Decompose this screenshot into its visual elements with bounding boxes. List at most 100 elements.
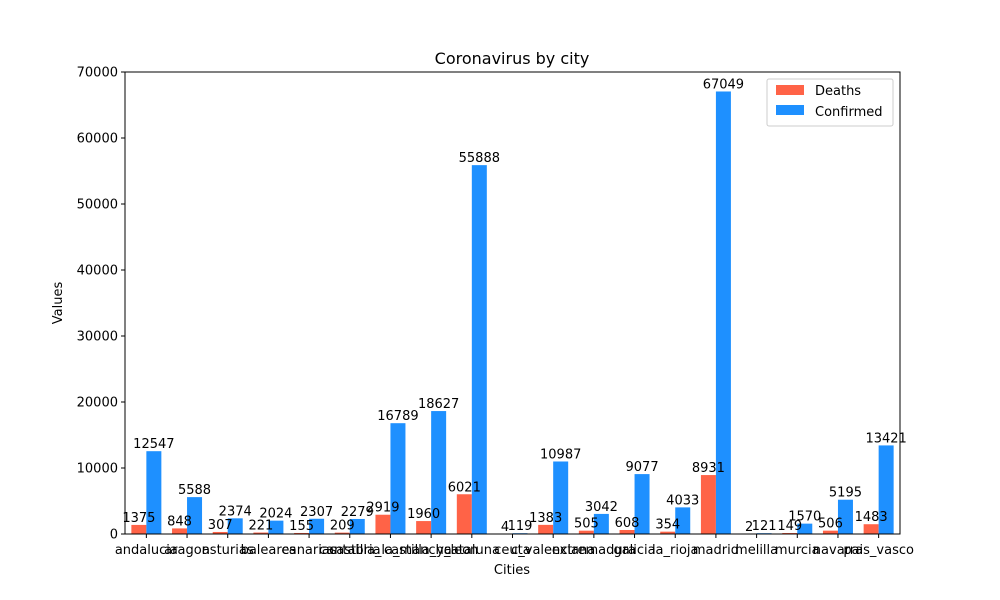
bar-confirmed-baleares [268, 520, 284, 534]
x-tick-label-cantabria: cantabria [319, 543, 381, 558]
y-axis-label: Values [51, 282, 66, 325]
data-label-deaths-extremadura: 505 [574, 517, 599, 532]
data-label-confirmed-castilla_y_leon: 18627 [418, 397, 459, 412]
bar-confirmed-navarra [837, 499, 853, 534]
y-tick-label: 70000 [77, 66, 118, 81]
data-label-confirmed-extremadura: 3042 [585, 500, 618, 515]
bar-confirmed-cantabria [349, 518, 365, 534]
bar-deaths-canarias [294, 532, 310, 534]
data-label-deaths-ceuta: 4 [501, 520, 509, 535]
x-tick-label-galicia: galicia [613, 543, 655, 558]
bar-deaths-baleares [253, 532, 269, 534]
data-label-deaths-castilla_la_mancha: 2919 [366, 501, 399, 516]
data-label-confirmed-aragon: 5588 [178, 483, 211, 498]
bar-deaths-cantabria [334, 532, 350, 534]
bar-confirmed-galicia [634, 474, 650, 534]
x-tick-label-aragon: aragon [164, 543, 210, 558]
y-tick-label: 20000 [77, 396, 118, 411]
bar-deaths-cataluna [456, 494, 472, 534]
data-label-confirmed-asturias: 2374 [219, 504, 252, 519]
data-label-confirmed-c_valenciana: 10987 [540, 447, 581, 462]
data-label-deaths-navarra: 506 [818, 517, 843, 532]
data-label-deaths-la_rioja: 354 [655, 518, 680, 533]
y-axis: 0 10000 20000 30000 40000 50000 60000 70000 [77, 66, 125, 543]
data-label-confirmed-cataluna: 55888 [459, 151, 500, 166]
bar-confirmed-murcia [797, 523, 813, 534]
bar-confirmed-canarias [309, 518, 325, 534]
x-tick-label-pais_vasco: pais_vasco [843, 543, 914, 558]
x-tick-label-ceuta: ceuta [494, 543, 530, 558]
y-tick-label: 50000 [77, 198, 118, 213]
bar-confirmed-asturias [227, 518, 243, 534]
x-tick-label-castilla_y_leon: castilla_y_leon [384, 543, 478, 558]
data-label-deaths-aragon: 848 [167, 514, 192, 529]
data-label-confirmed-la_rioja: 4033 [666, 493, 699, 508]
bar-deaths-asturias [212, 531, 228, 534]
data-label-deaths-melilla: 2 [745, 520, 753, 535]
bars-layer [131, 91, 894, 534]
data-label-deaths-galicia: 608 [615, 516, 640, 531]
bar-confirmed-madrid [715, 91, 731, 534]
bar-confirmed-la_rioja [675, 507, 691, 534]
x-tick-label-c_valenciana: c_valenciana [511, 543, 595, 558]
x-axis-label: Cities [494, 563, 530, 578]
y-tick-label: 60000 [77, 132, 118, 147]
bar-deaths-la_rioja [660, 531, 676, 534]
data-label-deaths-castilla_y_leon: 1960 [407, 507, 440, 522]
data-label-confirmed-murcia: 1570 [788, 510, 821, 525]
y-tick-label: 10000 [77, 462, 118, 477]
data-label-confirmed-castilla_la_mancha: 16789 [377, 409, 418, 424]
data-label-confirmed-madrid: 67049 [703, 77, 744, 92]
data-label-deaths-murcia: 149 [777, 519, 802, 534]
y-tick-label: 0 [110, 528, 118, 543]
y-tick-label: 40000 [77, 264, 118, 279]
bar-deaths-castilla_y_leon [416, 521, 432, 534]
x-tick-label-cataluna: cataluna [444, 543, 500, 558]
x-tick-label-melilla: melilla [735, 543, 778, 558]
bar-deaths-galicia [619, 529, 635, 534]
x-tick-label-navarra: navarra [813, 543, 863, 558]
x-tick-label-asturias: asturias [202, 543, 254, 558]
x-tick-label-extremadura: extremadura [552, 543, 636, 558]
data-label-deaths-baleares: 221 [248, 519, 273, 534]
bar-deaths-pais_vasco [863, 524, 879, 534]
bar-deaths-aragon [172, 528, 188, 534]
x-tick-label-madrid: madrid [693, 543, 739, 558]
data-label-deaths-andalucia: 1375 [122, 511, 155, 526]
x-axis: andaluciaaragonasturiasbalearescanariasc… [115, 534, 914, 558]
bar-confirmed-aragon [187, 497, 203, 534]
bar-deaths-navarra [822, 530, 838, 534]
x-tick-label-baleares: baleares [241, 543, 297, 558]
data-label-confirmed-melilla: 121 [752, 519, 777, 534]
legend-swatch-deaths [776, 85, 804, 95]
data-label-confirmed-cantabria: 2279 [341, 505, 374, 520]
x-tick-label-murcia: murcia [775, 543, 820, 558]
bar-deaths-c_valenciana [538, 524, 554, 534]
data-label-deaths-cantabria: 209 [330, 519, 355, 534]
bar-deaths-andalucia [131, 524, 147, 534]
bar-deaths-castilla_la_mancha [375, 514, 391, 534]
bar-deaths-madrid [700, 475, 716, 534]
data-label-confirmed-andalucia: 12547 [133, 437, 174, 452]
bar-confirmed-pais_vasco [878, 445, 894, 534]
y-tick-label: 30000 [77, 330, 118, 345]
chart-title: Coronavirus by city [435, 49, 590, 68]
bar-confirmed-cataluna [471, 165, 487, 534]
bar-confirmed-castilla_y_leon [431, 411, 447, 534]
bar-confirmed-castilla_la_mancha [390, 423, 406, 534]
legend-label-deaths: Deaths [815, 84, 861, 99]
data-label-deaths-pais_vasco: 1483 [855, 510, 888, 525]
bar-confirmed-c_valenciana [553, 461, 569, 534]
x-tick-label-castilla_la_mancha: castilla_la_mancha [329, 543, 452, 558]
legend: Deaths Confirmed [766, 78, 894, 127]
value-labels-layer: 1375 848 307 221 155 209 2919 1960 6021 4 1383 505 6… [122, 77, 907, 535]
bar-confirmed-andalucia [146, 451, 162, 534]
bar-deaths-extremadura [578, 530, 594, 534]
data-label-confirmed-canarias: 2307 [300, 505, 333, 520]
data-label-deaths-c_valenciana: 1383 [529, 511, 562, 526]
data-label-deaths-cataluna: 6021 [448, 480, 481, 495]
x-tick-label-la_rioja: la_rioja [652, 543, 699, 558]
data-label-confirmed-galicia: 9077 [626, 460, 659, 475]
data-label-deaths-asturias: 307 [208, 518, 233, 533]
